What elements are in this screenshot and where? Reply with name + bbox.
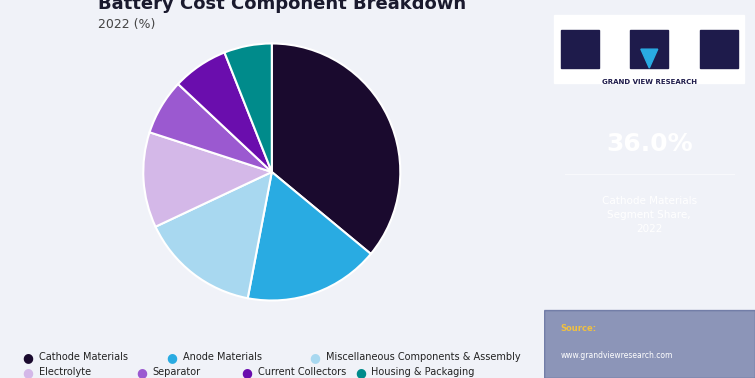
Bar <box>560 30 599 68</box>
Text: ●: ● <box>136 366 146 378</box>
Wedge shape <box>178 53 272 172</box>
Wedge shape <box>156 172 272 298</box>
Wedge shape <box>248 172 371 301</box>
Text: ●: ● <box>23 366 33 378</box>
Wedge shape <box>149 84 272 172</box>
Bar <box>700 30 738 68</box>
Bar <box>630 30 668 68</box>
Text: Current Collectors: Current Collectors <box>258 367 347 377</box>
Text: ●: ● <box>310 351 320 364</box>
Text: Anode Materials: Anode Materials <box>183 352 262 362</box>
Bar <box>544 310 755 378</box>
Text: 2022 (%): 2022 (%) <box>98 18 156 31</box>
Text: Housing & Packaging: Housing & Packaging <box>371 367 475 377</box>
Text: 36.0%: 36.0% <box>606 132 692 156</box>
Text: Electrolyte: Electrolyte <box>39 367 91 377</box>
Text: Cathode Materials: Cathode Materials <box>39 352 128 362</box>
Text: ●: ● <box>242 366 252 378</box>
Text: GRAND VIEW RESEARCH: GRAND VIEW RESEARCH <box>602 79 697 85</box>
Polygon shape <box>641 49 658 68</box>
Text: Miscellaneous Components & Assembly: Miscellaneous Components & Assembly <box>326 352 521 362</box>
Text: www.grandviewresearch.com: www.grandviewresearch.com <box>560 351 673 360</box>
Text: Cathode Materials
Segment Share,
2022: Cathode Materials Segment Share, 2022 <box>602 197 697 234</box>
Wedge shape <box>143 132 272 227</box>
Text: Separator: Separator <box>153 367 201 377</box>
Wedge shape <box>272 43 400 254</box>
Text: ●: ● <box>166 351 177 364</box>
Bar <box>554 15 744 83</box>
Text: ●: ● <box>23 351 33 364</box>
Text: ●: ● <box>355 366 365 378</box>
Wedge shape <box>224 43 272 172</box>
Text: Battery Cost Component Breakdown: Battery Cost Component Breakdown <box>98 0 467 12</box>
Text: Source:: Source: <box>560 324 596 333</box>
